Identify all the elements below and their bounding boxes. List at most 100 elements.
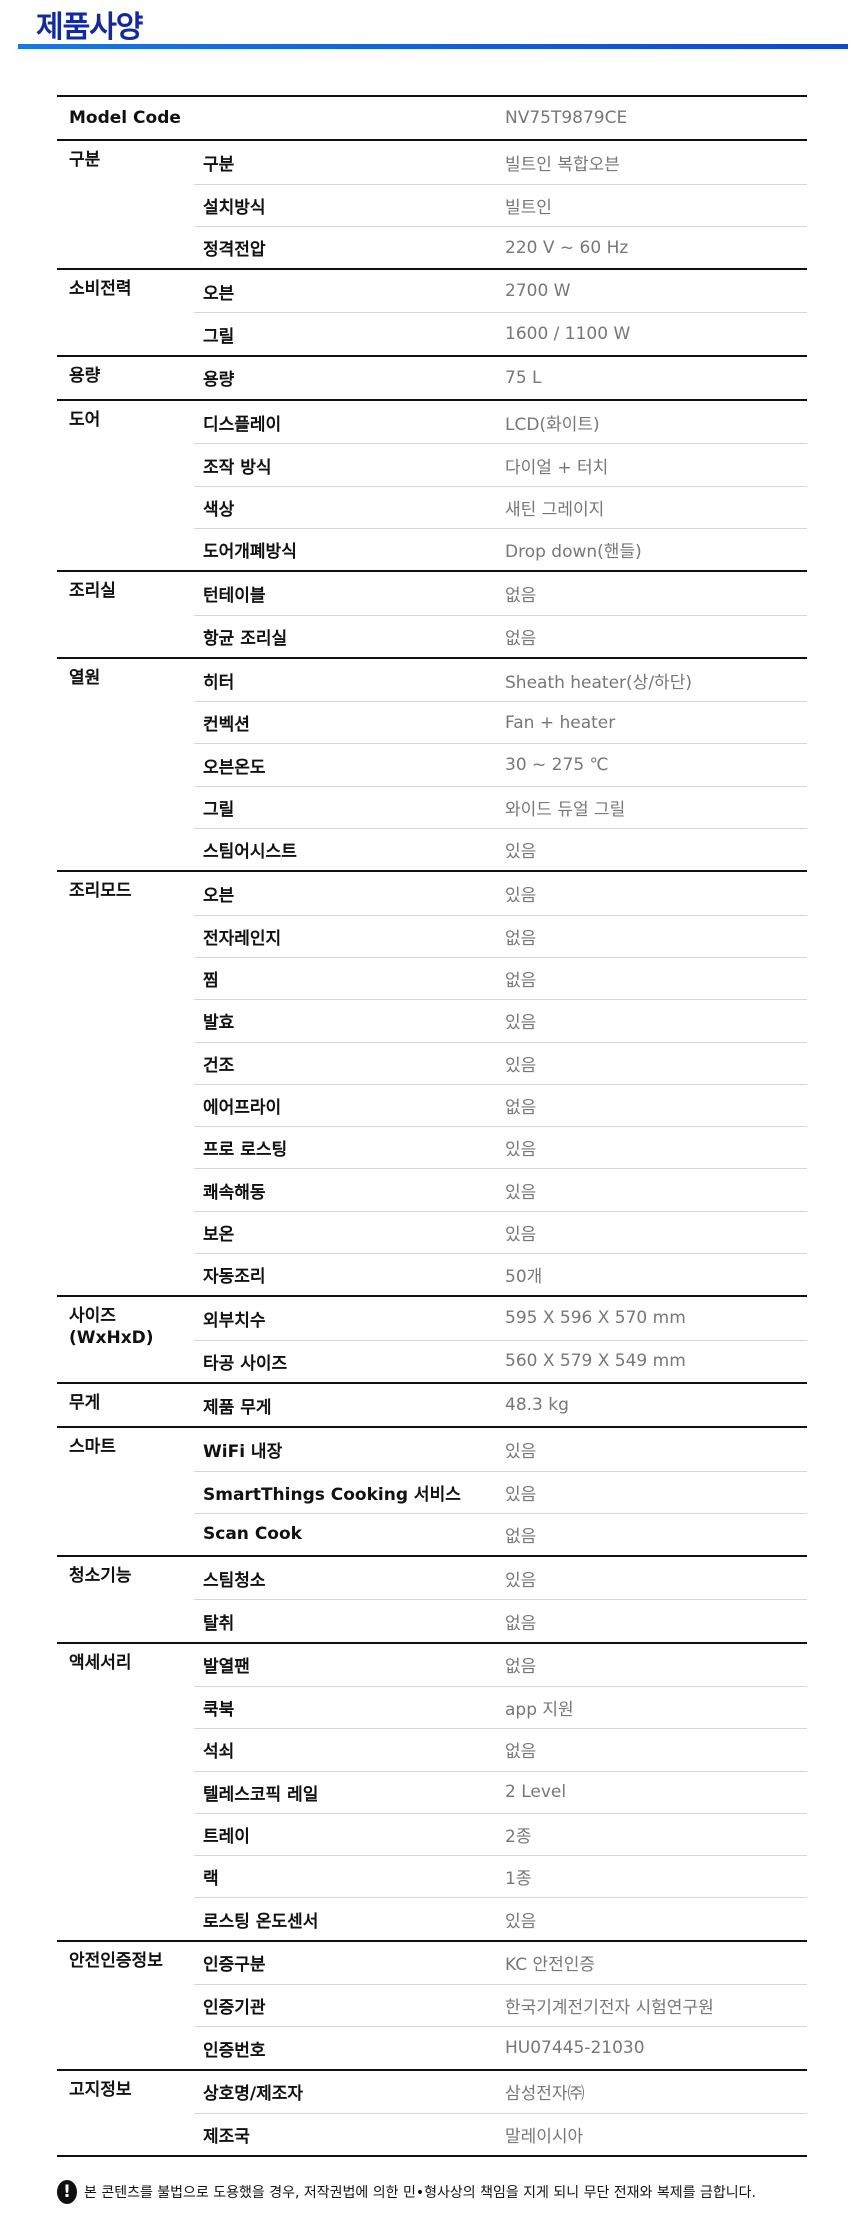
spec-row: 스팀어시스트 있음	[194, 828, 807, 870]
spec-label: 찜	[203, 971, 219, 992]
spec-group: 조리모드 오븐 있음 전자레인지 없음 찜 없음 발효 있음 건조 있음 에어프라이 없음 프로 로스팅 있…	[57, 870, 807, 1295]
spec-row: 자동조리 50개	[194, 1253, 807, 1295]
spec-value: 한국기계전기전자 시험연구원	[505, 1998, 714, 2019]
group-label: 고지정보	[69, 2079, 132, 2100]
copyright-notice: ! 본 콘텐츠를 불법으로 도용했을 경우, 저작권법에 의한 민•형사상의 책…	[57, 2180, 756, 2204]
spec-value: 595 X 596 X 570 mm	[505, 1308, 686, 1329]
group-label: 조리모드	[69, 881, 132, 902]
group-label: 무게	[69, 1392, 101, 1413]
spec-row: 로스팅 온도센서 있음	[194, 1897, 807, 1939]
spec-group: 사이즈 (WxHxD) 외부치수 595 X 596 X 570 mm 타공 사이즈 5…	[57, 1295, 807, 1382]
spec-label: 프로 로스팅	[203, 1140, 288, 1161]
group-label: 청소기능	[69, 1566, 132, 1587]
spec-row: 전자레인지 없음	[194, 914, 807, 957]
spec-label: 정격전압	[203, 240, 266, 261]
spec-row: 조작 방식 다이얼 + 터치	[194, 443, 807, 485]
spec-value: 있음	[505, 1911, 537, 1932]
spec-label: 외부치수	[203, 1310, 266, 1331]
spec-group: 도어 디스플레이 LCD(화이트) 조작 방식 다이얼 + 터치 색상 새틴 그레이지 도어개…	[57, 399, 807, 570]
spec-label: 자동조리	[203, 1267, 266, 1288]
spec-label: 제품 무게	[203, 1397, 272, 1418]
spec-row: 탈취 없음	[194, 1599, 807, 1641]
spec-row: 쾌속해동 있음	[194, 1168, 807, 1210]
spec-value: 있음	[505, 1441, 537, 1462]
spec-value: Fan + heater	[505, 712, 616, 733]
spec-value: app 지원	[505, 1700, 574, 1721]
spec-label: 쾌속해동	[203, 1182, 266, 1203]
spec-label: 보온	[203, 1224, 235, 1245]
spec-label: 쿡북	[203, 1700, 235, 1721]
spec-value: 있음	[505, 1182, 537, 1203]
spec-label: 오븐온도	[203, 757, 266, 778]
spec-row: 스팀청소 있음	[194, 1557, 807, 1599]
spec-row: 보온 있음	[194, 1210, 807, 1253]
spec-label: Model Code	[69, 108, 181, 129]
spec-row: 오븐온도 30 ~ 275 ℃	[194, 743, 807, 785]
spec-row: 타공 사이즈 560 X 579 X 549 mm	[194, 1339, 807, 1382]
spec-row: 찜 없음	[194, 956, 807, 999]
spec-row: 외부치수 595 X 596 X 570 mm	[194, 1297, 807, 1339]
spec-group: 액세서리 발열팬 없음 쿡북 app 지원 석쇠 없음 텔레스코픽 레일 2 Level 트레이 2…	[57, 1641, 807, 1940]
spec-value: 없음	[505, 628, 537, 649]
spec-value: 삼성전자㈜	[505, 2084, 585, 2105]
spec-label: 항균 조리실	[203, 628, 288, 649]
notice-text: 본 콘텐츠를 불법으로 도용했을 경우, 저작권법에 의한 민•형사상의 책임을…	[84, 2185, 756, 2201]
spec-row: 발효 있음	[194, 999, 807, 1041]
spec-label: 에어프라이	[203, 1097, 282, 1118]
spec-group: 열원 히터 Sheath heater(상/하단) 컨벡션 Fan + heater 오븐…	[57, 656, 807, 870]
spec-label: 턴테이블	[203, 585, 266, 606]
spec-value: 있음	[505, 1484, 537, 1505]
spec-value: 없음	[505, 928, 537, 949]
spec-row: 건조 있음	[194, 1041, 807, 1084]
spec-row: 랙 1종	[194, 1855, 807, 1897]
spec-row: 구분 빌트인 복합오븐	[194, 141, 807, 183]
spec-group: 무게 제품 무게 48.3 kg	[57, 1381, 807, 1426]
spec-group: 조리실 턴테이블 없음 항균 조리실 없음	[57, 570, 807, 657]
spec-label: 탈취	[203, 1613, 235, 1634]
group-label: 도어	[69, 410, 101, 431]
spec-label: 히터	[203, 672, 235, 693]
spec-value: 없음	[505, 1613, 537, 1634]
spec-row: 오븐 2700 W	[194, 270, 807, 312]
spec-value: 560 X 579 X 549 mm	[505, 1351, 686, 1372]
spec-value: 없음	[505, 585, 537, 606]
spec-label: 상호명/제조자	[203, 2084, 304, 2105]
spec-value: 48.3 kg	[505, 1395, 569, 1416]
spec-row: 트레이 2종	[194, 1812, 807, 1855]
spec-row: 그릴 와이드 듀얼 그릴	[194, 785, 807, 828]
group-label: 사이즈 (WxHxD)	[69, 1306, 154, 1349]
spec-value: 75 L	[505, 367, 542, 388]
spec-row: 인증번호 HU07445-21030	[194, 2026, 807, 2068]
spec-group: 소비전력 오븐 2700 W 그릴 1600 / 1100 W	[57, 268, 807, 355]
spec-label: SmartThings Cooking 서비스	[203, 1484, 461, 1505]
spec-value: 있음	[505, 1013, 537, 1034]
spec-label: 랙	[203, 1869, 219, 1890]
spec-label: 타공 사이즈	[203, 1353, 288, 1374]
spec-row: 정격전압 220 V ~ 60 Hz	[194, 225, 807, 268]
spec-value: 2종	[505, 1827, 532, 1848]
spec-row: 항균 조리실 없음	[194, 614, 807, 657]
spec-label: Scan Cook	[203, 1524, 302, 1545]
spec-label: 오븐	[203, 283, 235, 304]
spec-value: 있음	[505, 1570, 537, 1591]
spec-row: 상호명/제조자 삼성전자㈜	[194, 2071, 807, 2113]
spec-value: 새틴 그레이지	[505, 499, 605, 520]
spec-label: 전자레인지	[203, 928, 282, 949]
spec-value: HU07445-21030	[505, 2038, 645, 2058]
spec-row: 발열팬 없음	[194, 1644, 807, 1686]
spec-row: 그릴 1600 / 1100 W	[194, 312, 807, 354]
spec-group: 스마트 WiFi 내장 있음 SmartThings Cooking 서비스 있음 Sca…	[57, 1426, 807, 1555]
group-label: 열원	[69, 667, 101, 688]
spec-group: 안전인증정보 인증구분 KC 안전인증 인증기관 한국기계전기전자 시험연구원 인증번호 H…	[57, 1939, 807, 2069]
group-label: 스마트	[69, 1437, 116, 1458]
spec-value: 없음	[505, 1742, 537, 1763]
spec-row: 오븐 있음	[194, 872, 807, 914]
spec-label: 디스플레이	[203, 414, 282, 435]
spec-row: 색상 새틴 그레이지	[194, 485, 807, 528]
spec-row: 턴테이블 없음	[194, 572, 807, 614]
spec-value: 없음	[505, 1097, 537, 1118]
spec-value: 있음	[505, 885, 537, 906]
spec-row: 용량 75 L	[194, 357, 807, 399]
spec-value: 1종	[505, 1869, 532, 1890]
